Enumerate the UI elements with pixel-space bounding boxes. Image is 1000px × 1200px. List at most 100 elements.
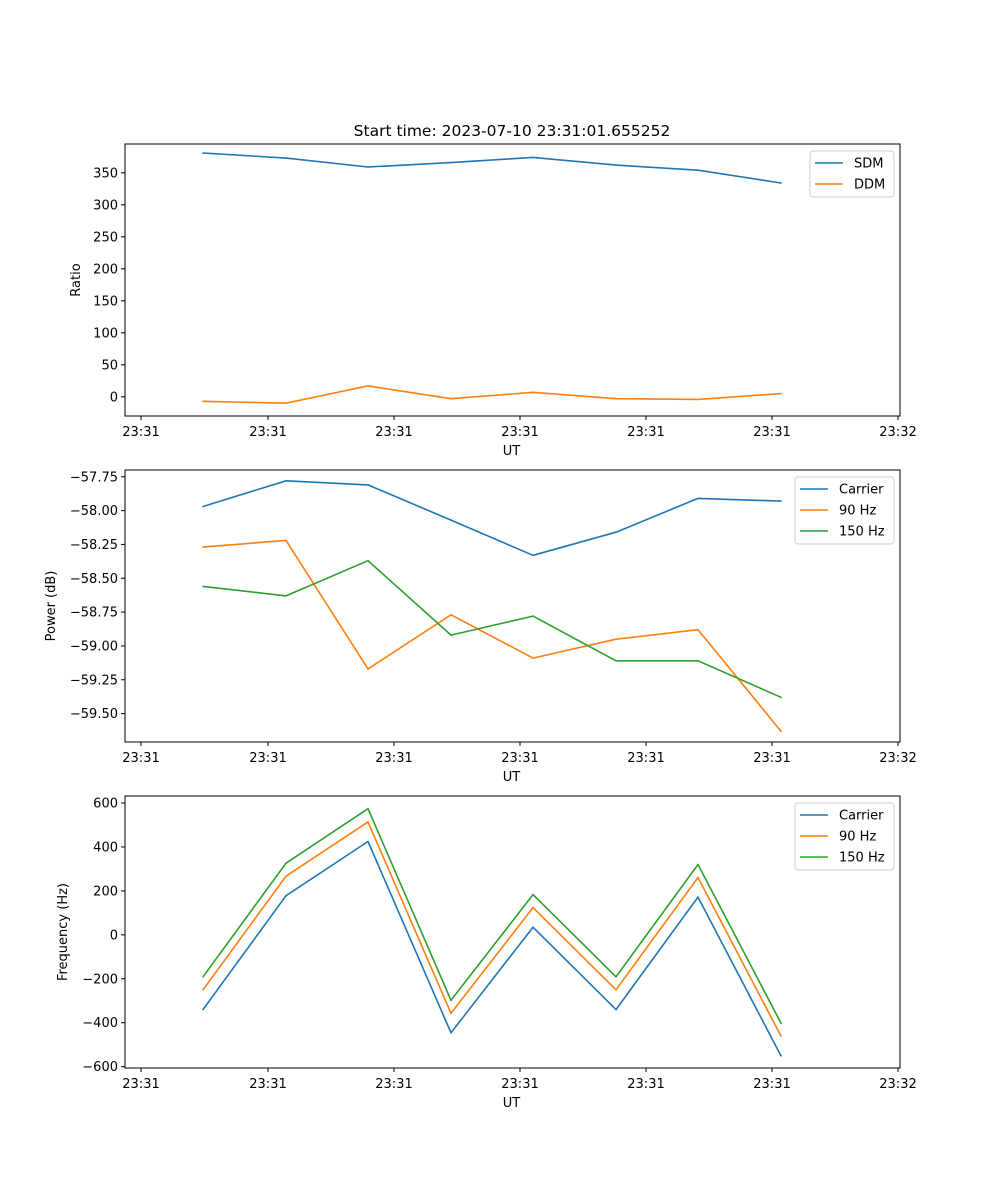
power-x-tick-label: 23:32 xyxy=(879,751,916,766)
ratio-x-tick-label: 23:31 xyxy=(375,425,412,440)
power-x-tick-label: 23:31 xyxy=(122,751,159,766)
ratio-y-tick-label: 250 xyxy=(93,230,118,245)
power-x-tick-label: 23:31 xyxy=(249,751,286,766)
ratio-legend-label: SDM xyxy=(854,157,883,172)
ratio-data-point xyxy=(285,157,287,159)
frequency-data-point xyxy=(202,989,204,991)
power-legend-label: 150 Hz xyxy=(839,525,885,540)
power-legend: Carrier 90 Hz 150 Hz xyxy=(794,476,895,545)
frequency-x-tick-label: 23:31 xyxy=(501,1077,538,1092)
frequency-x-tick-label: 23:31 xyxy=(122,1077,159,1092)
frequency-x-tick-label: 23:32 xyxy=(879,1077,916,1092)
frequency-chart: 23:31 23:31 23:31 23:31 23:31 23:31 23:32 −600 −… xyxy=(56,795,917,1111)
ratio-data-point xyxy=(532,156,534,159)
ratio-x-tick-label: 23:31 xyxy=(753,425,790,440)
power-data-point xyxy=(532,554,534,557)
ratio-data-point xyxy=(367,166,369,168)
frequency-x-tick-label: 23:31 xyxy=(375,1077,412,1092)
ratio-chart: 23:31 23:31 23:31 23:31 23:31 23:31 23:32 0 50 10… xyxy=(69,143,917,459)
frequency-data-point xyxy=(615,989,617,991)
power-data-point xyxy=(367,559,369,562)
power-y-tick-label: −59.25 xyxy=(70,673,118,688)
frequency-data-point xyxy=(532,906,534,909)
ratio-x-tick-label: 23:31 xyxy=(122,425,159,440)
frequency-legend-label: 150 Hz xyxy=(839,851,885,866)
power-y-tick-label: −58.00 xyxy=(70,504,118,519)
frequency-data-point xyxy=(202,976,204,978)
frequency-data-point xyxy=(780,1022,782,1024)
frequency-y-tick-label: 0 xyxy=(110,928,118,943)
ratio-axes-frame xyxy=(124,143,901,417)
power-x-tick-label: 23:31 xyxy=(375,751,412,766)
frequency-y-tick-label: 200 xyxy=(93,884,118,899)
power-data-point xyxy=(697,660,699,662)
power-data-point xyxy=(367,484,369,486)
power-data-point xyxy=(285,539,287,542)
frequency-series-90-hz xyxy=(202,821,782,1037)
ratio-legend: SDM DDM xyxy=(809,150,895,198)
frequency-data-point xyxy=(615,1008,617,1011)
frequency-data-point xyxy=(285,894,287,897)
power-data-point xyxy=(532,657,534,659)
frequency-axes-frame xyxy=(124,795,901,1069)
frequency-y-tick-label: −200 xyxy=(82,972,118,987)
frequency-legend-label: 90 Hz xyxy=(839,830,876,845)
frequency-data-point xyxy=(367,840,369,843)
ratio-data-point xyxy=(532,391,534,394)
frequency-data-point xyxy=(367,807,369,810)
frequency-y-tick-label: 400 xyxy=(93,840,118,855)
power-data-point xyxy=(450,634,452,636)
ratio-y-tick-label: 200 xyxy=(93,262,118,277)
frequency-data-point xyxy=(615,976,617,978)
ratio-data-point xyxy=(285,402,287,405)
power-x-tick-label: 23:31 xyxy=(753,751,790,766)
ratio-x-tick-label: 23:31 xyxy=(249,425,286,440)
ratio-y-tick-label: 100 xyxy=(93,326,118,341)
ratio-series-sdm xyxy=(202,152,782,184)
frequency-x-axis-label: UT xyxy=(503,1096,521,1111)
power-data-point xyxy=(450,614,452,616)
frequency-x-tick-label: 23:31 xyxy=(627,1077,664,1092)
frequency-data-point xyxy=(450,1012,452,1015)
ratio-y-tick-label: 50 xyxy=(101,358,118,373)
frequency-data-point xyxy=(697,863,699,866)
frequency-data-point xyxy=(450,1032,452,1034)
power-data-point xyxy=(697,497,699,500)
power-series-90-hz xyxy=(202,539,782,732)
ratio-data-point xyxy=(615,164,617,166)
ratio-y-tick-label: 150 xyxy=(93,294,118,309)
power-series-carrier xyxy=(202,479,782,557)
power-x-tick-label: 23:31 xyxy=(501,751,538,766)
power-data-point xyxy=(202,505,204,508)
frequency-x-tick-label: 23:31 xyxy=(753,1077,790,1092)
frequency-data-point xyxy=(532,893,534,896)
frequency-data-point xyxy=(450,999,452,1002)
ratio-data-point xyxy=(202,400,204,403)
power-data-point xyxy=(202,546,204,548)
frequency-data-point xyxy=(780,1055,782,1057)
frequency-data-point xyxy=(285,875,287,877)
power-data-point xyxy=(367,668,369,670)
power-legend-label: 90 Hz xyxy=(839,504,876,519)
frequency-y-tick-label: −600 xyxy=(82,1060,118,1075)
power-data-point xyxy=(615,638,617,640)
ratio-legend-label: DDM xyxy=(854,178,885,193)
ratio-data-point xyxy=(367,385,369,387)
ratio-data-point xyxy=(697,398,699,401)
power-y-tick-label: −58.50 xyxy=(70,572,118,587)
power-data-point xyxy=(532,615,534,617)
power-data-point xyxy=(780,500,782,502)
power-y-tick-label: −58.25 xyxy=(70,538,118,553)
ratio-data-point xyxy=(780,182,782,184)
power-data-point xyxy=(697,628,699,631)
power-data-point xyxy=(285,480,287,482)
frequency-data-point xyxy=(697,876,699,879)
ratio-y-tick-label: 300 xyxy=(93,198,118,213)
frequency-legend: Carrier 90 Hz 150 Hz xyxy=(794,802,895,871)
ratio-x-tick-label: 23:32 xyxy=(879,425,916,440)
frequency-y-axis-label: Frequency (Hz) xyxy=(56,883,71,981)
frequency-data-point xyxy=(532,926,534,928)
ratio-y-tick-label: 350 xyxy=(93,166,118,181)
power-y-tick-label: −57.75 xyxy=(70,470,118,485)
